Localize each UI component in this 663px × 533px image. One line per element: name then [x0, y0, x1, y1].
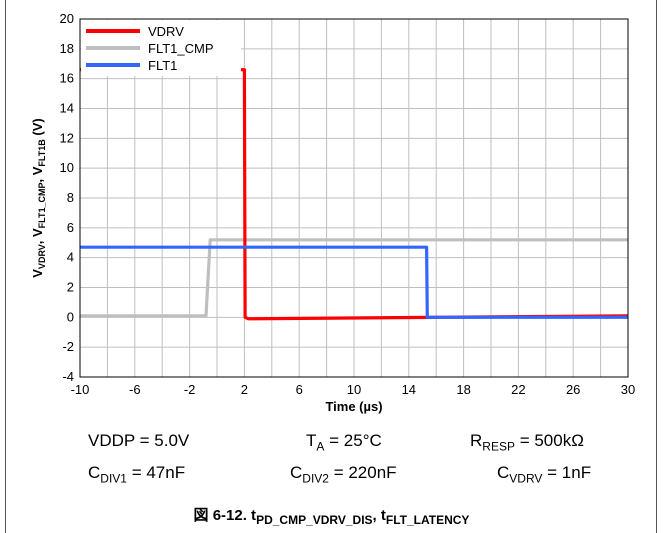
series-line-flt1 [80, 245, 628, 319]
y-tick-label: 2 [67, 280, 74, 295]
x-tick-label: 26 [566, 382, 580, 397]
x-tick-labels: -10 -6 -2 2 6 10 14 18 22 26 30 [71, 382, 636, 397]
vddp-condition: VDDP = 5.0V [88, 431, 190, 450]
x-tick-label: 2 [241, 382, 248, 397]
x-tick-label: -6 [129, 382, 141, 397]
y-tick-label: -2 [62, 339, 74, 354]
plot-border [79, 18, 629, 378]
x-tick-label: 30 [621, 382, 635, 397]
x-tick-label: -2 [184, 382, 196, 397]
legend: VDRV FLT1_CMP FLT1 [81, 20, 241, 76]
y-tick-label: 4 [67, 250, 74, 265]
y-axis-label: VVDRV, VFLT1_CMP, VFLT1B (V) [30, 118, 47, 277]
ta-condition: TA = 25°C [306, 431, 382, 454]
x-tick-label: -10 [71, 382, 90, 397]
y-tick-label: 14 [60, 101, 74, 116]
x-tick-label: 10 [347, 382, 361, 397]
y-tick-label: -4 [62, 369, 74, 384]
figure-caption: 図 6-12. tPD_CMP_VDRV_DIS, tFLT_LATENCY [193, 507, 470, 527]
cdiv1-condition: CDIV1 = 47nF [88, 463, 186, 486]
x-tick-label: 14 [402, 382, 416, 397]
y-tick-label: 0 [67, 309, 74, 324]
x-tick-label: 18 [456, 382, 470, 397]
series-line-flt1-cmp [80, 238, 628, 318]
legend-label: VDRV [148, 24, 184, 39]
y-tick-label: 12 [60, 130, 74, 145]
y-tick-label: 8 [67, 190, 74, 205]
legend-label: FLT1 [148, 58, 177, 73]
x-tick-label: 6 [296, 382, 303, 397]
y-tick-label: 20 [60, 11, 74, 26]
y-tick-labels: -4 -2 0 2 4 6 8 10 12 14 16 18 20 [60, 11, 74, 384]
timing-chart: -10 -6 -2 2 6 10 14 18 22 26 30 -4-202468101214161… [30, 11, 636, 414]
y-tick-label: 6 [67, 220, 74, 235]
x-tick-label: 22 [511, 382, 525, 397]
cdiv2-condition: CDIV2 = 220nF [290, 463, 397, 486]
y-tick-label: 18 [60, 41, 74, 56]
cvdrv-condition: CVDRV = 1nF [497, 463, 592, 486]
y-tick-label: 16 [60, 71, 74, 86]
y-tick-label: 10 [60, 160, 74, 175]
legend-label: FLT1_CMP [148, 41, 214, 56]
rresp-condition: RRESP = 500kΩ [470, 431, 584, 454]
figure-frame [5, 0, 657, 533]
x-axis-label: Time (µs) [325, 399, 382, 414]
